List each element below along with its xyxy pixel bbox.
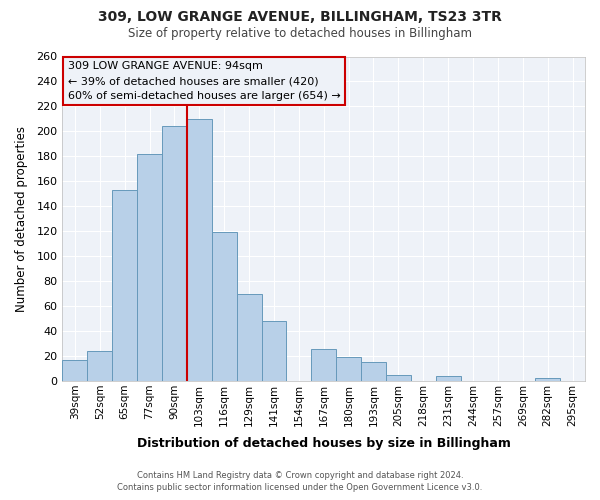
- Bar: [236, 294, 262, 381]
- Bar: [162, 126, 187, 381]
- Bar: [336, 358, 361, 381]
- Bar: [137, 154, 162, 381]
- Text: 309 LOW GRANGE AVENUE: 94sqm
← 39% of detached houses are smaller (420)
60% of s: 309 LOW GRANGE AVENUE: 94sqm ← 39% of de…: [68, 62, 340, 101]
- Text: Contains HM Land Registry data © Crown copyright and database right 2024.
Contai: Contains HM Land Registry data © Crown c…: [118, 471, 482, 492]
- Bar: [112, 190, 137, 381]
- Bar: [212, 232, 236, 381]
- Bar: [62, 360, 88, 381]
- Bar: [88, 351, 112, 381]
- Y-axis label: Number of detached properties: Number of detached properties: [15, 126, 28, 312]
- Bar: [311, 348, 336, 381]
- Bar: [535, 378, 560, 381]
- X-axis label: Distribution of detached houses by size in Billingham: Distribution of detached houses by size …: [137, 437, 511, 450]
- Bar: [187, 119, 212, 381]
- Text: 309, LOW GRANGE AVENUE, BILLINGHAM, TS23 3TR: 309, LOW GRANGE AVENUE, BILLINGHAM, TS23…: [98, 10, 502, 24]
- Bar: [262, 321, 286, 381]
- Bar: [436, 376, 461, 381]
- Bar: [386, 374, 411, 381]
- Bar: [361, 362, 386, 381]
- Text: Size of property relative to detached houses in Billingham: Size of property relative to detached ho…: [128, 28, 472, 40]
